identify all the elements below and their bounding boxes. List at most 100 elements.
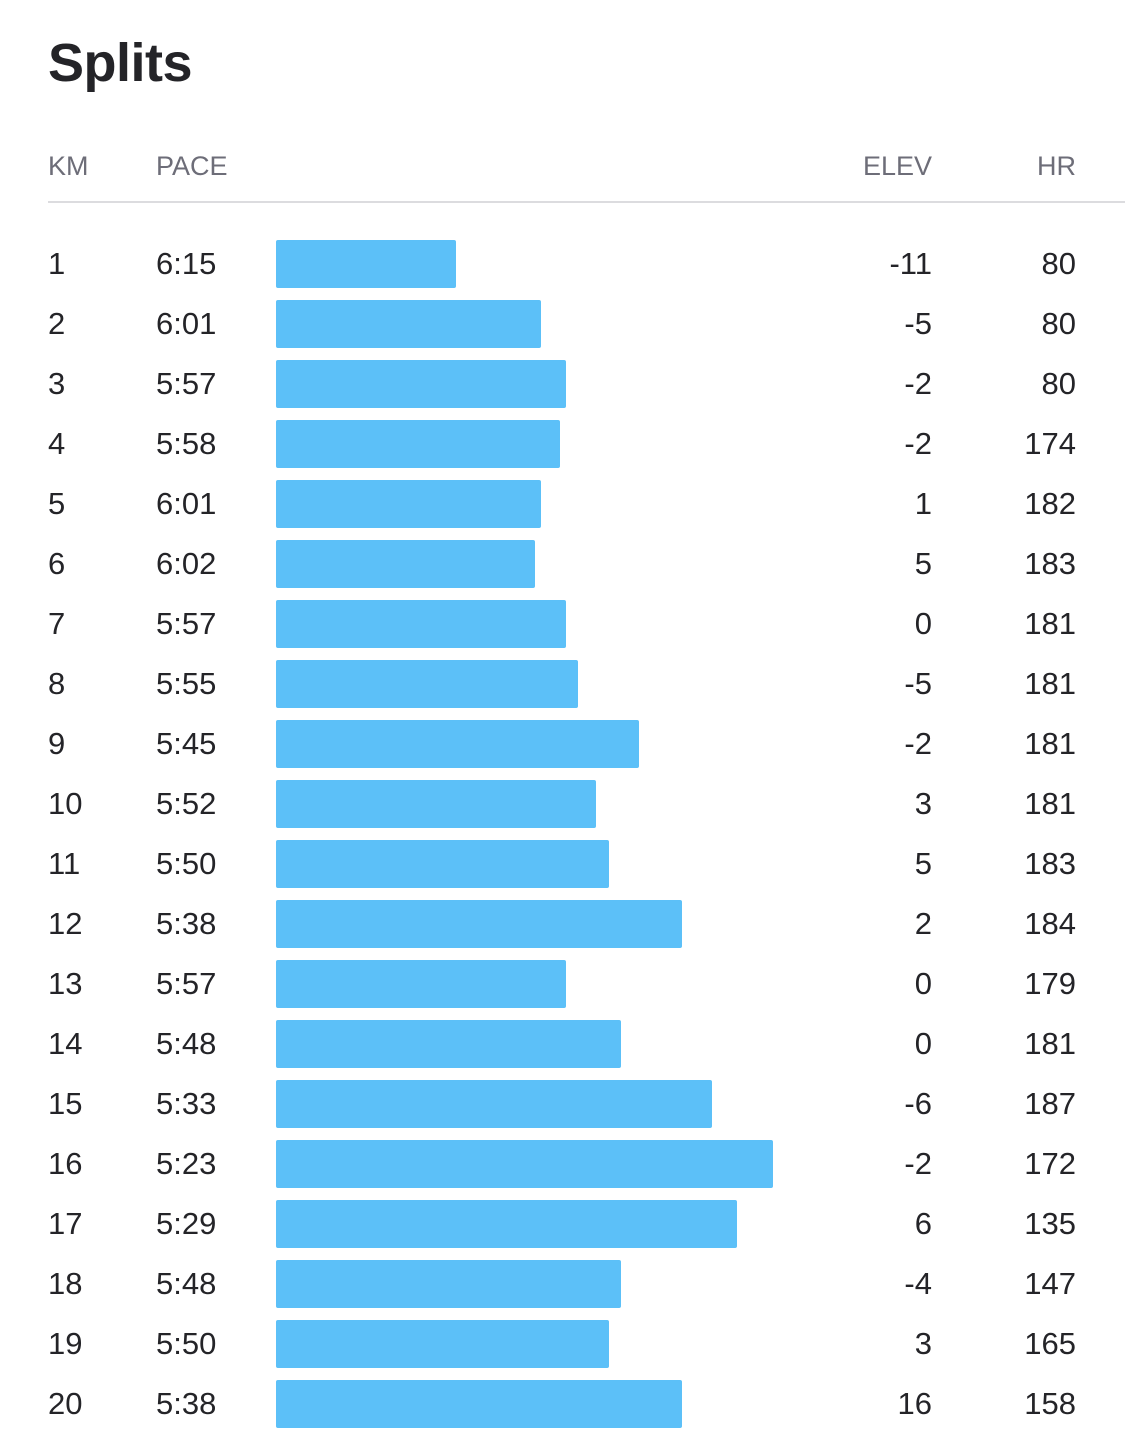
page-title: Splits (48, 33, 193, 93)
split-hr: 174 (1024, 426, 1076, 461)
split-km: 19 (48, 1326, 83, 1361)
split-km: 7 (48, 606, 66, 641)
split-row: 6 6:02 5 183 (0, 540, 1125, 600)
split-km: 20 (48, 1386, 83, 1421)
split-km: 17 (48, 1206, 83, 1241)
split-pace: 6:02 (156, 546, 217, 581)
split-elev: 1 (914, 486, 932, 521)
split-row: 8 5:55 -5 181 (0, 660, 1125, 720)
split-row: 20 5:38 16 158 (0, 1380, 1125, 1440)
split-pace: 6:01 (156, 306, 217, 341)
split-row: 7 5:57 0 181 (0, 600, 1125, 660)
split-pace: 5:23 (156, 1146, 217, 1181)
pace-bar (276, 1080, 712, 1128)
split-pace: 5:50 (156, 846, 217, 881)
split-elev: 5 (914, 546, 932, 581)
split-km: 10 (48, 786, 83, 821)
splits-list: 1 6:15 -11 80 2 6:01 -5 80 3 5:57 -2 80 4 5:58 -2 174 5 6… (0, 240, 1125, 1440)
split-pace: 5:55 (156, 666, 217, 701)
split-pace: 5:33 (156, 1086, 217, 1121)
split-pace: 5:57 (156, 366, 217, 401)
split-km: 3 (48, 366, 66, 401)
split-hr: 80 (1041, 306, 1076, 341)
split-row: 4 5:58 -2 174 (0, 420, 1125, 480)
split-hr: 172 (1024, 1146, 1076, 1181)
split-elev: -11 (889, 246, 932, 281)
pace-bar (276, 1200, 737, 1248)
split-km: 6 (48, 546, 66, 581)
split-elev: -5 (904, 666, 932, 701)
split-km: 13 (48, 966, 83, 1001)
split-pace: 6:01 (156, 486, 217, 521)
split-hr: 147 (1024, 1266, 1076, 1301)
split-row: 16 5:23 -2 172 (0, 1140, 1125, 1200)
split-km: 12 (48, 906, 83, 941)
pace-bar (276, 240, 456, 288)
split-km: 16 (48, 1146, 83, 1181)
split-row: 12 5:38 2 184 (0, 900, 1125, 960)
pace-bar (276, 720, 639, 768)
pace-bar (276, 420, 560, 468)
pace-bar (276, 1260, 621, 1308)
split-row: 18 5:48 -4 147 (0, 1260, 1125, 1320)
split-row: 14 5:48 0 181 (0, 1020, 1125, 1080)
split-elev: -2 (904, 366, 932, 401)
split-km: 2 (48, 306, 66, 341)
header-divider (48, 201, 1125, 203)
split-elev: 0 (914, 606, 932, 641)
split-row: 17 5:29 6 135 (0, 1200, 1125, 1260)
split-km: 8 (48, 666, 66, 701)
split-hr: 187 (1024, 1086, 1076, 1121)
split-elev: 16 (897, 1386, 932, 1421)
split-pace: 6:15 (156, 246, 217, 281)
split-km: 18 (48, 1266, 83, 1301)
split-pace: 5:58 (156, 426, 217, 461)
column-header-elev: ELEV (862, 151, 932, 181)
split-hr: 179 (1024, 966, 1076, 1001)
split-row: 1 6:15 -11 80 (0, 240, 1125, 300)
pace-bar (276, 300, 541, 348)
column-header-hr: HR (1037, 151, 1076, 181)
split-hr: 165 (1024, 1326, 1076, 1361)
split-elev: -2 (904, 426, 932, 461)
split-elev: -6 (904, 1086, 932, 1121)
split-hr: 80 (1041, 246, 1076, 281)
split-elev: 3 (914, 1326, 932, 1361)
split-pace: 5:57 (156, 966, 217, 1001)
split-hr: 181 (1024, 666, 1076, 701)
split-pace: 5:52 (156, 786, 217, 821)
pace-bar (276, 1320, 609, 1368)
split-row: 2 6:01 -5 80 (0, 300, 1125, 360)
pace-bar (276, 540, 535, 588)
split-elev: 2 (914, 906, 932, 941)
split-km: 1 (48, 246, 66, 281)
split-hr: 183 (1024, 846, 1076, 881)
column-header-km: KM (48, 151, 89, 181)
pace-bar (276, 360, 566, 408)
split-hr: 181 (1024, 606, 1076, 641)
split-row: 5 6:01 1 182 (0, 480, 1125, 540)
split-elev: -4 (904, 1266, 932, 1301)
split-pace: 5:48 (156, 1266, 217, 1301)
pace-bar (276, 600, 566, 648)
split-pace: 5:29 (156, 1206, 217, 1241)
pace-bar (276, 900, 682, 948)
split-elev: 5 (914, 846, 932, 881)
split-km: 11 (48, 846, 81, 881)
split-km: 4 (48, 426, 66, 461)
split-km: 14 (48, 1026, 83, 1061)
split-row: 9 5:45 -2 181 (0, 720, 1125, 780)
split-elev: -2 (904, 1146, 932, 1181)
split-row: 15 5:33 -6 187 (0, 1080, 1125, 1140)
split-hr: 158 (1024, 1386, 1076, 1421)
pace-bar (276, 840, 609, 888)
split-elev: 0 (914, 1026, 932, 1061)
split-elev: -2 (904, 726, 932, 761)
pace-bar (276, 660, 578, 708)
split-row: 3 5:57 -2 80 (0, 360, 1125, 420)
split-hr: 181 (1024, 726, 1076, 761)
split-pace: 5:57 (156, 606, 217, 641)
split-elev: 0 (914, 966, 932, 1001)
split-elev: -5 (904, 306, 932, 341)
split-pace: 5:48 (156, 1026, 217, 1061)
